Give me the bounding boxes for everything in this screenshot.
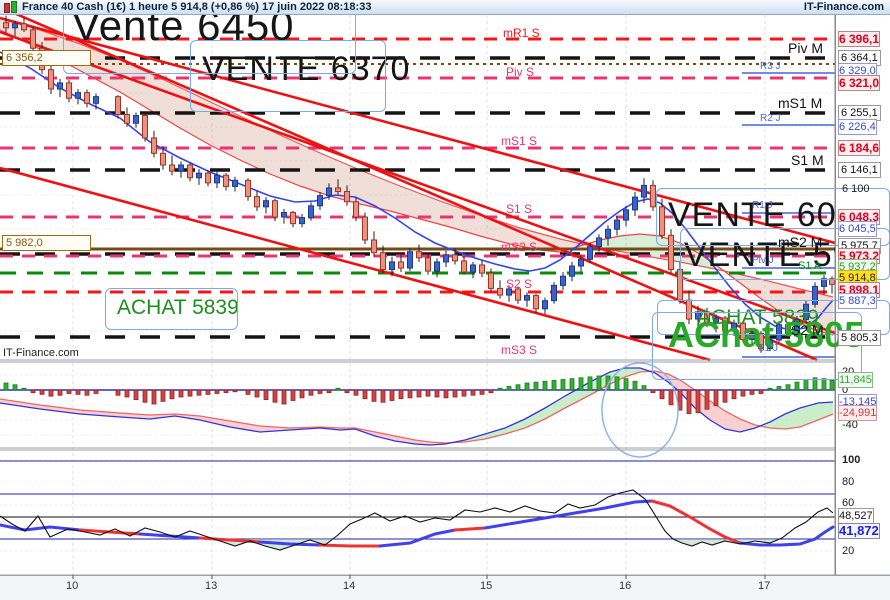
annotation-vente-6370[interactable]: VENTE 6370 [202,50,411,88]
instrument-title: France 40 Cash (1€) 1 heure 5 914,8 (+0,… [22,1,372,13]
annotation-achat-5839-left[interactable]: ACHAT 5839 [117,296,239,319]
title-bar: France 40 Cash (1€) 1 heure 5 914,8 (+0,… [0,0,890,15]
candlestick-icon [3,1,19,13]
time-axis-strip[interactable] [0,575,890,600]
brand-logo[interactable]: IT-Finance.com [803,1,884,13]
annotation-achat-5839-right[interactable]: ACHAT 5839 [697,306,819,329]
